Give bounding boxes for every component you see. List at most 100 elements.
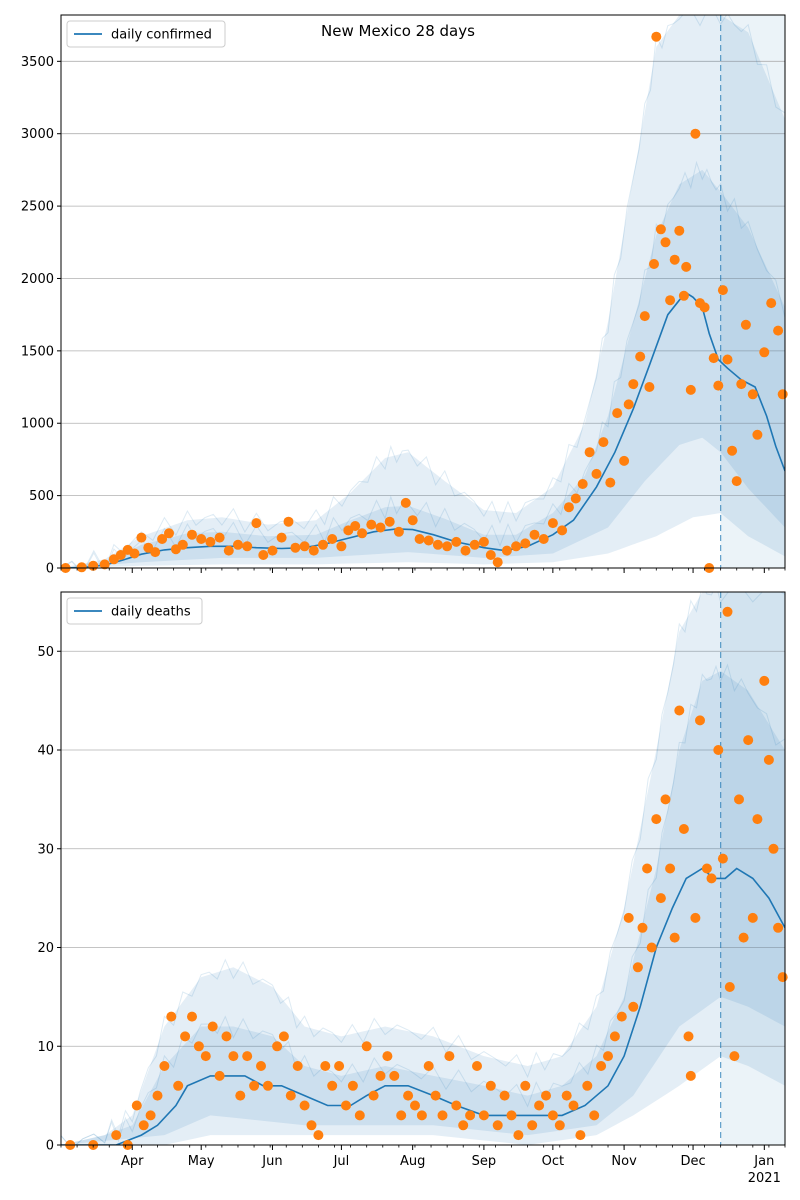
- y-tick-label: 3000: [21, 127, 54, 142]
- outer-interval-band: [61, 592, 785, 1145]
- observed-point: [655, 893, 666, 904]
- observed-point: [655, 224, 666, 235]
- observed-point: [423, 1061, 434, 1071]
- observed-point: [150, 547, 161, 558]
- observed-point: [649, 259, 659, 269]
- observed-point: [228, 1051, 239, 1062]
- observed-point: [563, 502, 574, 513]
- observed-point: [669, 254, 680, 265]
- observed-point: [763, 754, 774, 765]
- observed-point: [554, 1120, 565, 1131]
- observed-point: [410, 1100, 420, 1111]
- observed-point: [276, 532, 287, 543]
- observed-point: [538, 534, 549, 544]
- observed-point: [366, 519, 377, 530]
- observed-point: [272, 1041, 283, 1052]
- observed-point: [747, 912, 758, 923]
- observed-point: [678, 290, 689, 301]
- inner-interval-band: [61, 671, 785, 1145]
- observed-point: [99, 559, 110, 570]
- observed-point: [685, 1070, 696, 1081]
- observed-point: [196, 534, 207, 544]
- observed-point: [357, 528, 368, 539]
- observed-point: [451, 1100, 462, 1111]
- observed-point: [285, 1090, 296, 1101]
- observed-point: [736, 379, 747, 390]
- observed-point: [205, 536, 216, 547]
- observed-point: [177, 539, 188, 550]
- observed-point: [724, 982, 735, 992]
- observed-point: [407, 515, 418, 526]
- y-tick-label: 50: [37, 645, 54, 660]
- observed-point: [690, 912, 701, 923]
- observed-point: [506, 1110, 517, 1121]
- x-tick-label: Dec: [680, 1154, 705, 1169]
- observed-point: [292, 1061, 303, 1071]
- observed-point: [423, 535, 434, 546]
- observed-point: [639, 311, 650, 322]
- observed-point: [708, 353, 719, 364]
- observed-point: [695, 715, 705, 726]
- observed-point: [187, 529, 197, 540]
- axes-frame: [60, 591, 786, 1146]
- observed-point: [313, 1130, 324, 1141]
- observed-point: [637, 922, 648, 933]
- observed-point: [513, 1130, 524, 1141]
- observed-point: [442, 541, 453, 552]
- observed-point: [759, 347, 770, 358]
- observed-point: [460, 545, 471, 556]
- observed-point: [722, 606, 733, 617]
- observed-point: [478, 536, 489, 547]
- observed-point: [616, 1011, 627, 1022]
- observed-point: [591, 468, 602, 479]
- observed-point: [235, 1090, 246, 1101]
- observed-point: [221, 1031, 232, 1042]
- legend-box: [66, 597, 203, 625]
- observed-point: [430, 1090, 441, 1101]
- observed-point: [361, 1041, 372, 1052]
- observed-point: [773, 922, 784, 933]
- observed-point: [396, 1110, 407, 1121]
- observed-point: [164, 528, 174, 539]
- observed-point: [713, 380, 724, 391]
- observed-point: [136, 532, 147, 543]
- plot-area: 0 10 20 30 40 50 Apr May Jun Jul Aug Sep Oct Nov Dec Ja…: [37, 591, 788, 1186]
- x-tick-label: Apr: [121, 1154, 144, 1169]
- observed-point: [547, 1110, 558, 1121]
- observed-point: [492, 1120, 503, 1131]
- observed-point: [152, 1090, 163, 1101]
- observed-point: [469, 539, 480, 550]
- observed-point: [660, 237, 671, 248]
- observed-point: [734, 794, 744, 805]
- observed-point: [393, 526, 404, 537]
- observed-point: [727, 445, 738, 456]
- observed-point: [290, 542, 301, 553]
- observed-point: [214, 532, 225, 543]
- observed-point: [717, 285, 728, 296]
- observed-point: [612, 408, 623, 419]
- observed-point: [706, 873, 717, 884]
- plot-area: 0 500 1000 1500 2000 2500 3000 3500: [21, 14, 788, 577]
- outer-interval-upper-edge: [61, 15, 785, 568]
- observed-point: [180, 1031, 191, 1042]
- observed-point: [472, 1061, 482, 1071]
- observed-point: [678, 824, 689, 834]
- observed-point: [223, 545, 234, 556]
- x-tick-label: 2021: [748, 1171, 781, 1186]
- y-tick-label: 2500: [21, 200, 54, 215]
- observed-point: [327, 534, 338, 544]
- observed-point: [635, 351, 646, 362]
- observed-point: [773, 325, 784, 336]
- observed-point: [267, 545, 278, 556]
- legend-box: [66, 20, 226, 48]
- x-tick-label: Sep: [472, 1154, 497, 1169]
- observed-point: [111, 1130, 122, 1141]
- x-tick-label: Jan: [753, 1154, 774, 1169]
- observed-point: [642, 863, 653, 874]
- observed-point: [632, 962, 643, 973]
- observed-point: [256, 1061, 266, 1071]
- inner-interval-band: [61, 169, 785, 568]
- observed-point: [646, 942, 657, 953]
- observed-point: [752, 814, 763, 825]
